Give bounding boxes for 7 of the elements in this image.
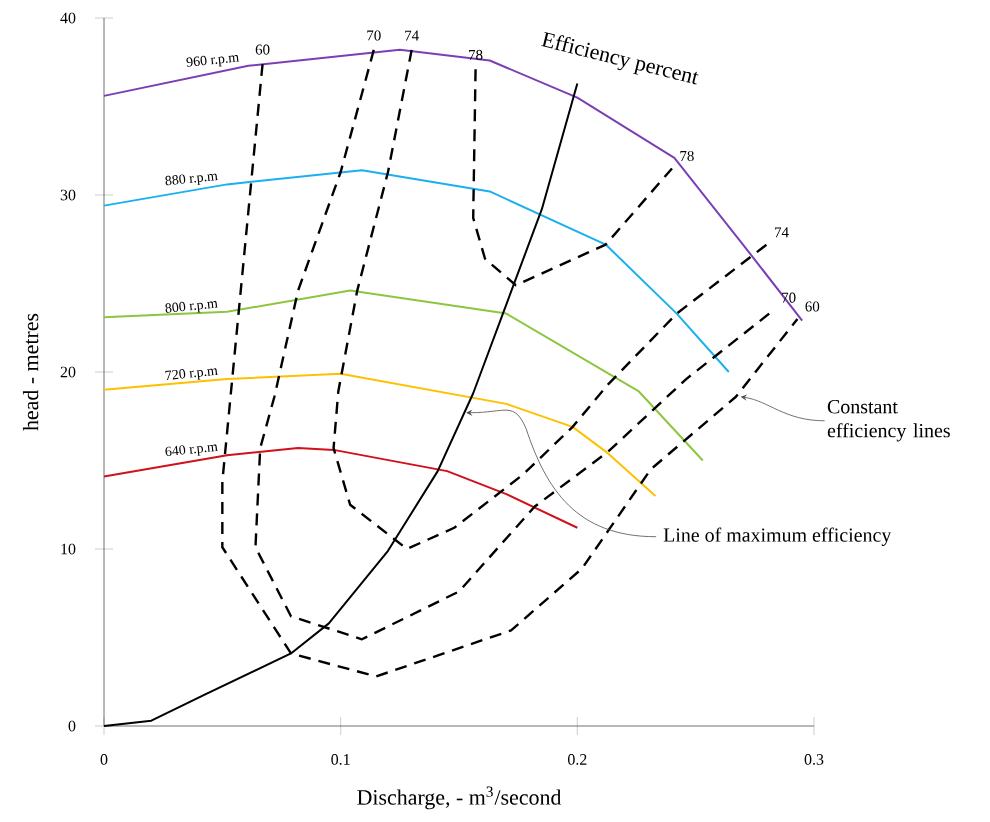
- x-axis-title: Discharge, - m$^{3}$/second: [357, 786, 562, 810]
- y-axis-title: head - metres: [22, 313, 39, 431]
- annotation: Line of maximum efficiency: [663, 527, 892, 546]
- annotation: Constant efficiency lines: [827, 400, 950, 442]
- line-series: [103, 372, 657, 497]
- line-series: [103, 447, 579, 529]
- line-series: [103, 289, 704, 462]
